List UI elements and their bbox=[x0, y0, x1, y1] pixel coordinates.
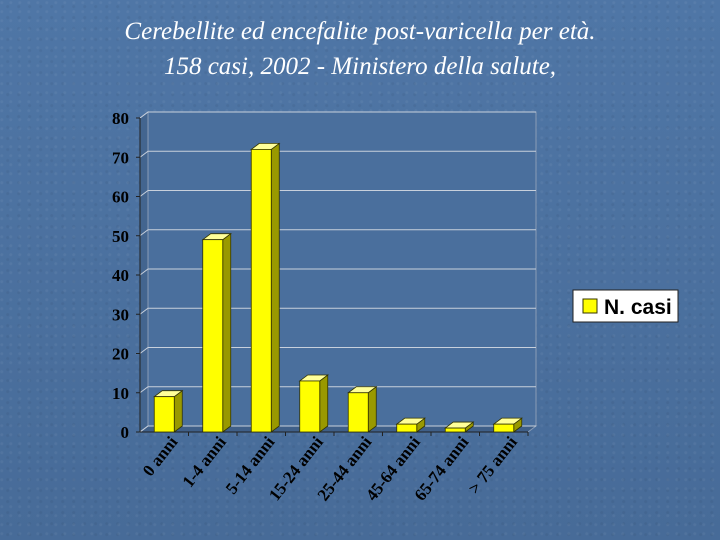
y-tick-label: 20 bbox=[112, 345, 129, 364]
gridline bbox=[139, 307, 536, 315]
plot-floor bbox=[138, 425, 538, 433]
bar bbox=[493, 423, 515, 433]
bar bbox=[153, 396, 175, 433]
gridline bbox=[139, 386, 536, 394]
bar-side bbox=[319, 374, 329, 433]
gridline bbox=[139, 347, 536, 354]
y-tick-label: 60 bbox=[112, 188, 129, 207]
legend-swatch bbox=[582, 298, 598, 314]
bar bbox=[396, 423, 418, 433]
slide-title: Cerebellite ed encefalite post-varicella… bbox=[0, 14, 720, 84]
bar bbox=[347, 392, 369, 433]
y-tick-label: 70 bbox=[112, 148, 129, 167]
gridline bbox=[139, 268, 536, 276]
gridline bbox=[139, 150, 536, 158]
gridline bbox=[139, 190, 536, 197]
x-category-label: 1-4 anni bbox=[179, 433, 230, 491]
y-tick-label: 80 bbox=[112, 109, 129, 128]
y-tick-label: 30 bbox=[112, 305, 129, 324]
bar-side bbox=[222, 232, 232, 433]
y-tick-label: 10 bbox=[112, 384, 129, 403]
bar-side bbox=[270, 142, 280, 433]
legend-label: N. casi bbox=[604, 296, 672, 319]
gridline bbox=[139, 111, 536, 119]
bar-side bbox=[173, 389, 183, 433]
y-tick-label: 50 bbox=[112, 227, 129, 246]
bar bbox=[444, 427, 466, 433]
x-category-label: 0 anni bbox=[139, 433, 182, 480]
gridline bbox=[139, 229, 536, 237]
y-tick-label: 40 bbox=[112, 266, 129, 285]
bar bbox=[250, 148, 272, 433]
y-tick-label: 0 bbox=[121, 423, 130, 442]
title-line-2: 158 casi, 2002 - Ministero della salute, bbox=[163, 53, 557, 80]
title-line-1: Cerebellite ed encefalite post-varicella… bbox=[124, 18, 596, 45]
x-category-label: > 75 anni bbox=[464, 433, 521, 498]
bar bbox=[299, 380, 321, 433]
bar bbox=[202, 239, 224, 433]
bar-side bbox=[367, 385, 377, 433]
